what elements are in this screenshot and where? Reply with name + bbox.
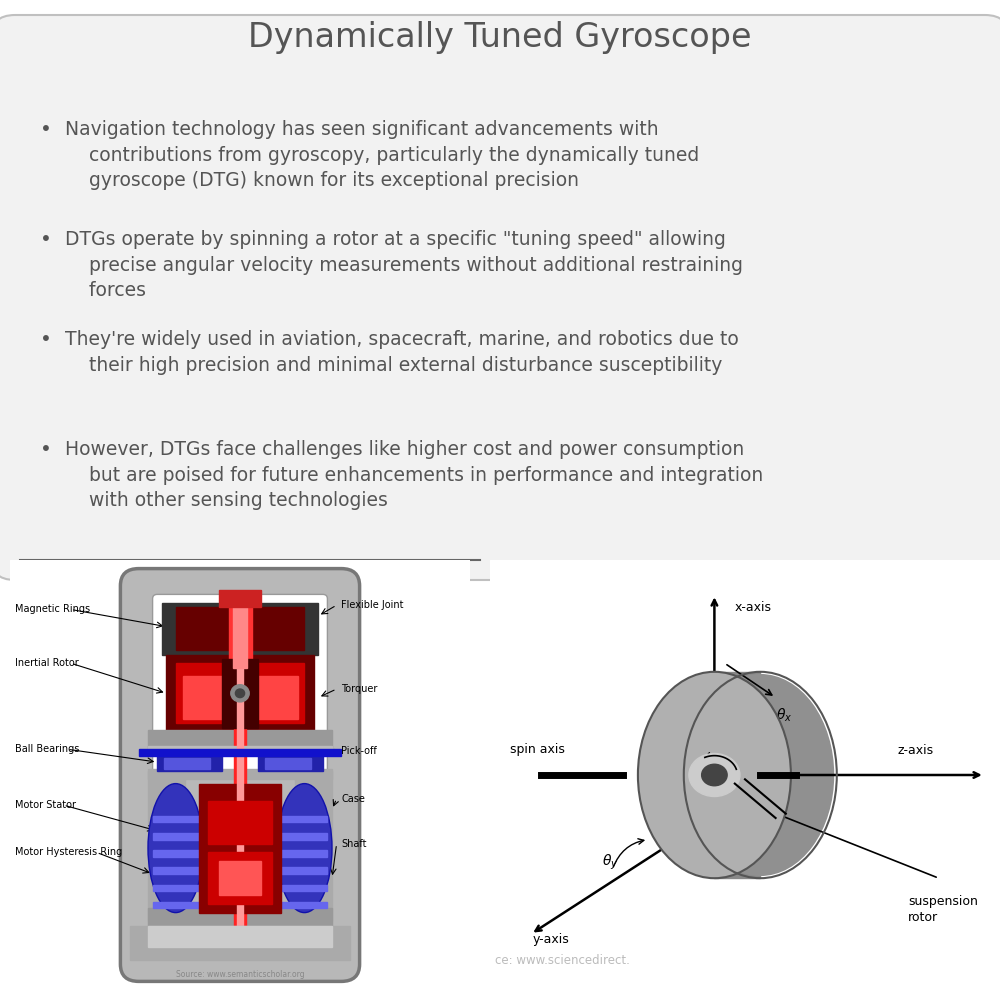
Text: Flexible Joint: Flexible Joint	[341, 600, 404, 610]
Bar	[153, 816, 199, 822]
Bar	[148, 769, 332, 779]
Bar	[281, 867, 327, 874]
Bar	[148, 730, 332, 751]
Bar	[153, 867, 199, 874]
Bar	[219, 590, 261, 607]
Bar	[176, 607, 304, 650]
Bar	[281, 816, 327, 822]
Bar	[222, 659, 258, 728]
Bar	[153, 850, 199, 857]
Bar	[281, 833, 327, 840]
Bar	[148, 746, 332, 751]
Circle shape	[231, 685, 249, 702]
Text: Ball Bearings: Ball Bearings	[15, 744, 79, 754]
Bar	[153, 885, 199, 891]
Ellipse shape	[148, 784, 203, 913]
Bar	[176, 663, 235, 723]
Bar	[183, 676, 224, 719]
Text: z-axis: z-axis	[898, 744, 934, 756]
Bar	[148, 908, 332, 930]
Bar	[245, 663, 304, 723]
Bar	[234, 594, 246, 947]
Text: Motor Stator: Motor Stator	[15, 800, 76, 810]
Text: spin axis: spin axis	[510, 744, 565, 756]
Text: Navigation technology has seen significant advancements with
    contributions f: Navigation technology has seen significa…	[65, 120, 699, 190]
Bar	[237, 594, 243, 947]
Text: $\theta_y$: $\theta_y$	[602, 852, 619, 872]
Bar	[153, 902, 199, 908]
Text: They're widely used in aviation, spacecraft, marine, and robotics due to
    the: They're widely used in aviation, spacecr…	[65, 330, 739, 375]
Text: Motor Hysteresis Ring: Motor Hysteresis Ring	[15, 847, 122, 857]
Bar	[199, 784, 281, 913]
Bar	[148, 771, 185, 921]
Text: Inertial Rotor: Inertial Rotor	[15, 658, 78, 668]
Text: Shaft: Shaft	[341, 839, 367, 849]
Bar	[281, 902, 327, 908]
Bar	[295, 771, 332, 921]
Bar	[281, 850, 327, 857]
Text: DTGs operate by spinning a rotor at a specific "tuning speed" allowing
    preci: DTGs operate by spinning a rotor at a sp…	[65, 230, 743, 300]
Text: Pick-off: Pick-off	[341, 746, 377, 756]
Bar	[157, 754, 222, 771]
Bar	[233, 607, 247, 668]
FancyBboxPatch shape	[0, 15, 1000, 580]
Text: However, DTGs face challenges like higher cost and power consumption
    but are: However, DTGs face challenges like highe…	[65, 440, 763, 510]
Bar	[219, 861, 261, 895]
Text: Source: www.semanticscholar.org: Source: www.semanticscholar.org	[176, 970, 304, 979]
Bar	[208, 801, 272, 844]
Text: y-axis: y-axis	[533, 933, 570, 946]
Bar	[148, 926, 332, 947]
Ellipse shape	[638, 672, 791, 878]
FancyBboxPatch shape	[120, 569, 360, 981]
Text: ce: www.sciencedirect.: ce: www.sciencedirect.	[495, 954, 630, 967]
Text: Dynamically Tuned Gyroscope: Dynamically Tuned Gyroscope	[248, 21, 752, 54]
Bar	[139, 749, 341, 756]
Circle shape	[235, 689, 245, 698]
Text: •: •	[40, 440, 52, 459]
Text: Magnetic Rings: Magnetic Rings	[15, 604, 90, 614]
Text: $\theta_x$: $\theta_x$	[776, 706, 792, 724]
Text: •: •	[40, 230, 52, 249]
Bar	[162, 603, 318, 655]
Bar	[281, 885, 327, 891]
Text: Torquer: Torquer	[341, 684, 378, 694]
Bar	[164, 758, 210, 769]
Circle shape	[702, 764, 727, 786]
Bar	[258, 754, 323, 771]
Ellipse shape	[686, 674, 834, 876]
Text: x-axis: x-axis	[735, 601, 772, 614]
Bar	[130, 926, 350, 960]
Bar	[153, 833, 199, 840]
Text: suspension
rotor: suspension rotor	[908, 895, 978, 924]
Bar	[208, 852, 272, 904]
Bar	[265, 758, 311, 769]
Text: Case: Case	[341, 794, 365, 804]
Bar	[256, 676, 298, 719]
FancyBboxPatch shape	[153, 594, 327, 779]
Bar	[714, 672, 760, 878]
Text: •: •	[40, 120, 52, 139]
Ellipse shape	[277, 784, 332, 913]
Circle shape	[689, 754, 740, 796]
Bar	[166, 655, 314, 732]
Text: •: •	[40, 330, 52, 349]
Bar	[229, 594, 252, 680]
